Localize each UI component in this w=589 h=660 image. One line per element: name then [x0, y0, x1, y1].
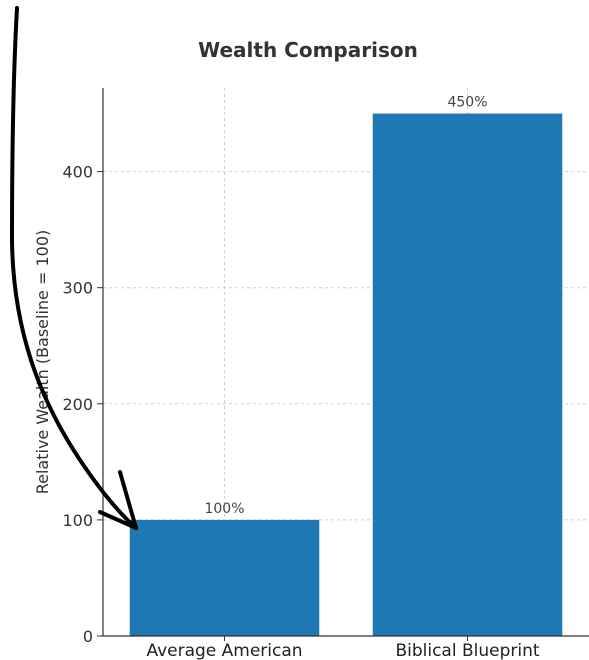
arrow-curve: [9, 6, 138, 530]
y-tick-label: 200: [62, 395, 93, 414]
chart-title: Wealth Comparison: [198, 38, 418, 62]
x-tick-label: Biblical Blueprint: [395, 641, 539, 660]
data-label: 450%: [447, 95, 487, 111]
y-tick-label: 300: [62, 279, 93, 298]
label-layer: 0 100 200 300 400 100% Average American 450% Bib…: [62, 95, 539, 660]
y-axis-label: Relative Wealth (Baseline = 100): [33, 230, 52, 495]
arrow-head-upper: [118, 470, 138, 530]
x-tick-label: Average American: [146, 641, 302, 660]
data-label: 100%: [204, 501, 244, 517]
y-tick-label: 400: [62, 163, 93, 182]
y-tick-label: 100: [62, 511, 93, 530]
arrow-head-lower: [98, 510, 138, 530]
bar-average-american: [129, 519, 320, 636]
bar-biblical-blueprint: [372, 113, 563, 637]
hand-drawn-arrow-annotation: [9, 6, 138, 530]
bar-layer: [129, 113, 563, 637]
y-tick-label: 0: [83, 627, 93, 646]
